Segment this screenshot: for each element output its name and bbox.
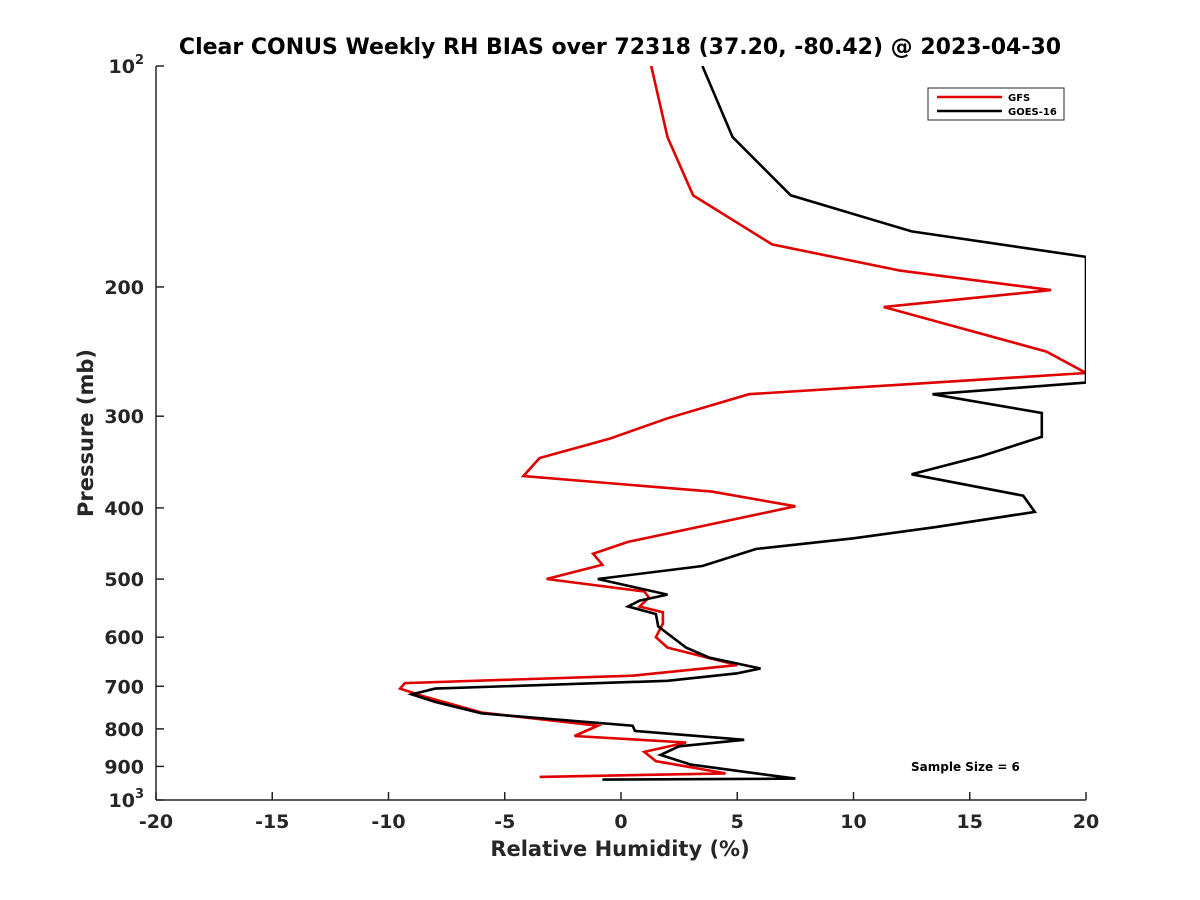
x-tick-label: -5 — [494, 811, 515, 833]
legend-label-gfs: GFS — [1008, 93, 1030, 104]
x-ticks: -20 -15 -10 -5 0 5 10 15 20 — [139, 792, 1099, 833]
x-tick-label: 20 — [1073, 811, 1099, 833]
y-tick-label: 300 — [104, 406, 144, 428]
y-axis-label: Pressure (mb) — [74, 349, 98, 517]
legend-label-goes16: GOES-16 — [1008, 107, 1057, 118]
series-line-gfs — [397, 66, 1086, 779]
chart-title: Clear CONUS Weekly RH BIAS over 72318 (3… — [179, 35, 1061, 60]
legend: GFS GOES-16 — [927, 87, 1065, 121]
sample-size-annotation: Sample Size = 6 — [911, 760, 1020, 774]
y-tick-label: 900 — [104, 756, 144, 778]
series-layer — [397, 66, 1086, 781]
y-tick-label: 800 — [104, 719, 144, 741]
x-tick-label: 5 — [731, 811, 744, 833]
x-tick-label: 15 — [957, 811, 983, 833]
y-tick-label: 700 — [104, 676, 144, 698]
x-tick-label: -10 — [371, 811, 405, 833]
y-tick-label: 400 — [104, 498, 144, 520]
y-tick-label: 200 — [104, 277, 144, 299]
x-axis-label: Relative Humidity (%) — [490, 837, 749, 861]
x-tick-label: -15 — [255, 811, 289, 833]
x-tick-label: 10 — [840, 811, 866, 833]
legend-box — [927, 87, 1065, 121]
y-tick-label: 600 — [104, 627, 144, 649]
y-tick-label: 102 — [109, 53, 145, 78]
y-ticks: 102 200 300 400 500 600 700 800 900 103 — [104, 53, 164, 812]
series-line-goes16 — [407, 66, 1086, 781]
y-tick-label: 500 — [104, 569, 144, 591]
y-tick-label: 103 — [109, 787, 145, 812]
x-tick-label: -20 — [139, 811, 173, 833]
x-tick-label: 0 — [614, 811, 627, 833]
